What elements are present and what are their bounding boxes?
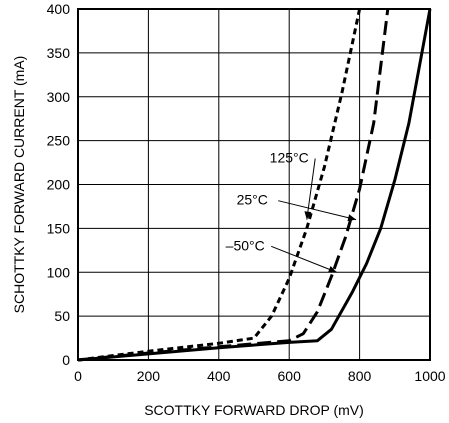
y-tick-label: 300	[47, 89, 71, 105]
x-axis-label: SCOTTKY FORWARD DROP (mV)	[144, 402, 364, 418]
series-line-1	[77, 8, 390, 362]
x-tick-label: 400	[207, 368, 231, 384]
annotation-label: 25°C	[237, 192, 268, 208]
annotation-arrow	[306, 158, 316, 220]
annotation-arrow	[278, 200, 357, 221]
x-tick-label: 1000	[414, 368, 445, 384]
annotation-label: –50°C	[226, 237, 265, 253]
y-tick-label: 250	[47, 133, 71, 149]
tick-labels: 0 200 400 600 800 1000 0 50 100 150 200 250 300 350 40…	[47, 1, 446, 384]
y-tick-label: 350	[47, 45, 71, 61]
y-tick-label: 0	[62, 352, 70, 368]
annotation-arrowhead	[304, 211, 312, 220]
annotations: 125°C 25°C –50°C	[226, 150, 357, 273]
y-tick-label: 100	[47, 264, 71, 280]
annotation-arrowhead	[347, 214, 357, 222]
series-line-2	[77, 8, 432, 362]
x-tick-label: 800	[348, 368, 372, 384]
x-tick-label: 200	[137, 368, 161, 384]
y-tick-label: 50	[54, 308, 70, 324]
y-tick-label: 400	[47, 1, 71, 17]
x-tick-label: 600	[278, 368, 302, 384]
y-tick-label: 200	[47, 177, 71, 193]
y-axis-label: SCHOTTKY FORWARD CURRENT (mA)	[11, 56, 27, 314]
annotation-arrow	[271, 245, 337, 273]
x-tick-label: 0	[74, 368, 82, 384]
series-layer	[77, 8, 432, 362]
annotation-label: 125°C	[270, 150, 309, 166]
plot-frame	[77, 8, 431, 361]
grid	[78, 9, 430, 360]
y-tick-label: 150	[47, 220, 71, 236]
annotation-arrowhead	[327, 266, 337, 273]
series-line-0	[77, 8, 362, 362]
